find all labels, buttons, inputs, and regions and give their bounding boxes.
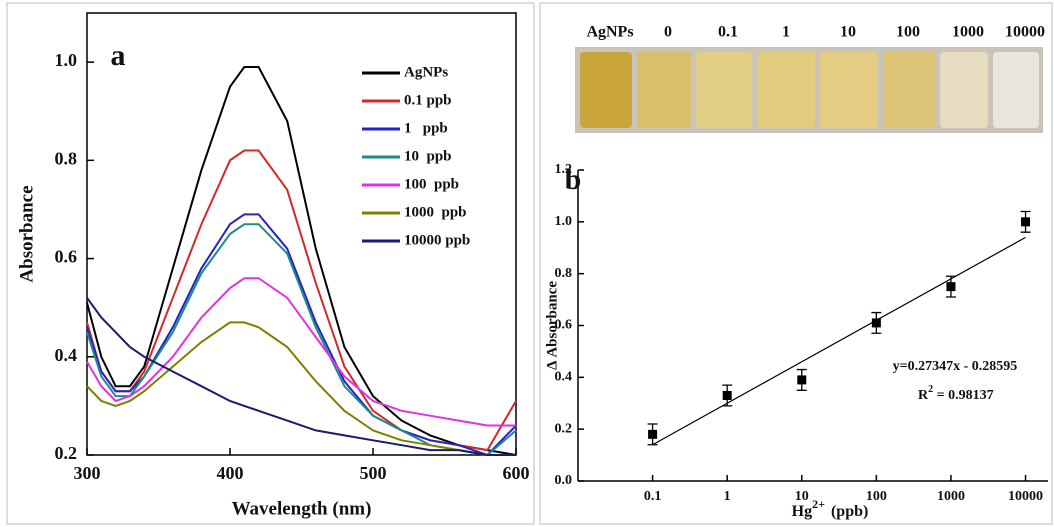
y-tick-label: 0.6 xyxy=(555,318,573,333)
data-point xyxy=(946,282,956,292)
y-tick-label: 0.4 xyxy=(55,345,78,365)
legend-label: 0.1 ppb xyxy=(404,92,452,108)
text-part: 2+ xyxy=(812,497,825,511)
panel-label: b xyxy=(565,163,582,196)
x-axis-title: Hg2+ (ppb) xyxy=(792,497,869,520)
y-axis-title: Absorbance xyxy=(16,185,37,282)
text-part: Hg xyxy=(792,503,812,520)
legend-label: 100 ppb xyxy=(404,176,459,192)
vial-label: 0 xyxy=(664,24,672,41)
y-tick-label: 0.2 xyxy=(55,443,78,463)
plot-frame xyxy=(86,12,517,456)
vial-label: 0.1 xyxy=(718,24,738,41)
series-line xyxy=(86,149,517,452)
panel-frame xyxy=(6,2,535,525)
y-tick-label: 1.0 xyxy=(555,214,573,229)
data-point xyxy=(648,429,658,439)
vial-label: 10 xyxy=(840,24,856,41)
legend-label: AgNPs xyxy=(404,64,448,80)
text-part: (ppb) xyxy=(831,503,868,520)
text-part: = 0.98137 xyxy=(933,388,993,403)
y-axis-title: Δ Absorbance xyxy=(544,281,560,370)
series-line xyxy=(86,213,517,457)
fit-line xyxy=(652,236,1026,446)
data-point xyxy=(797,375,807,385)
x-tick-label: 100 xyxy=(866,489,887,504)
text-part: 2 xyxy=(928,384,933,395)
vial-label: 1000 xyxy=(952,24,984,41)
y-tick-label: 1.0 xyxy=(55,50,78,70)
series-line xyxy=(86,277,516,427)
y-tick-label: 0.8 xyxy=(55,148,78,168)
equation: y=0.27347x - 0.28595 xyxy=(893,359,1018,374)
vial-label: 100 xyxy=(896,24,920,41)
legend-label: 1 ppb xyxy=(404,120,448,136)
vial-label: AgNPs xyxy=(586,24,633,41)
series-line xyxy=(86,321,516,456)
data-point xyxy=(871,318,881,328)
panel-frame xyxy=(539,2,1053,525)
text-part: R xyxy=(918,388,929,403)
x-tick-label: 600 xyxy=(503,463,530,483)
vial-label: 10000 xyxy=(1005,24,1045,41)
y-tick-label: 0.0 xyxy=(555,473,573,488)
legend-label: 10000 ppb xyxy=(404,232,470,248)
x-axis-title: Wavelength (nm) xyxy=(232,498,372,519)
series-line xyxy=(86,66,517,456)
x-tick-label: 10 xyxy=(795,489,809,504)
x-tick-label: 1000 xyxy=(937,489,965,504)
y-tick-label: 0.8 xyxy=(555,266,573,281)
legend-label: 10 ppb xyxy=(404,148,452,164)
y-tick-label: 0.6 xyxy=(55,247,78,267)
data-point xyxy=(722,390,732,400)
x-tick-label: 1 xyxy=(724,489,731,504)
data-point xyxy=(1021,217,1031,227)
x-tick-label: 400 xyxy=(217,463,244,483)
series-line xyxy=(86,297,516,456)
r-squared: R2 = 0.98137 xyxy=(918,384,994,403)
vial-photo xyxy=(575,47,1043,133)
x-tick-label: 10000 xyxy=(1008,489,1043,504)
x-tick-label: 500 xyxy=(360,463,387,483)
legend-label: 1000 ppb xyxy=(404,204,467,220)
vial-label: 1 xyxy=(782,24,790,41)
y-tick-label: 0.2 xyxy=(555,421,573,436)
panel-label: a xyxy=(111,39,126,72)
x-tick-label: 0.1 xyxy=(644,489,662,504)
y-tick-label: 0.4 xyxy=(555,370,573,385)
y-tick-label: 1.2 xyxy=(555,162,573,177)
x-tick-label: 300 xyxy=(74,463,101,483)
